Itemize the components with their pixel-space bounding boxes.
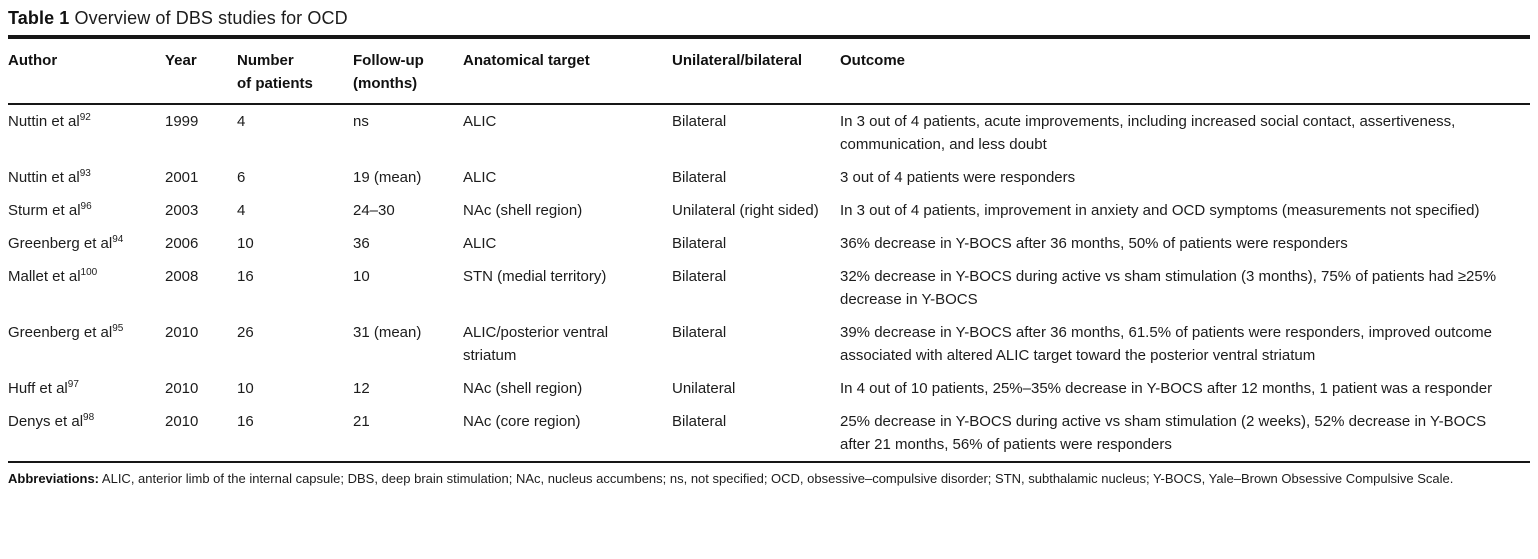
column-header-target: Anatomical target: [463, 37, 672, 105]
author-name: Huff et al: [8, 380, 68, 397]
cell-laterality: Unilateral (right sided): [672, 202, 819, 219]
cell-target: ALIC: [463, 169, 497, 186]
abbreviations-label: Abbreviations:: [8, 471, 100, 486]
table-row: Greenberg et al94 2006 10 36 ALIC Bilate…: [8, 227, 1530, 260]
cell-outcome: In 3 out of 4 patients, acute improvemen…: [840, 113, 1456, 153]
reference-superscript: 94: [112, 234, 124, 245]
column-header-author: Author: [8, 37, 165, 105]
column-header-followup: Follow-up (months): [353, 37, 463, 105]
cell-followup: 31 (mean): [353, 324, 422, 341]
cell-year: 2003: [165, 202, 199, 219]
cell-followup: 21: [353, 405, 463, 463]
cell-laterality: Bilateral: [672, 235, 727, 252]
column-header-outcome: Outcome: [840, 37, 1530, 105]
cell-outcome: In 4 out of 10 patients, 25%–35% decreas…: [840, 380, 1493, 397]
reference-superscript: 96: [80, 201, 92, 212]
cell-followup: 10: [353, 268, 370, 285]
cell-patients: 10: [237, 235, 254, 252]
reference-superscript: 98: [83, 412, 95, 423]
table-label: Table 1: [8, 8, 70, 28]
cell-followup: 36: [353, 235, 370, 252]
header-row: Author Year Number of patients Follow-up…: [8, 37, 1530, 105]
cell-author: Nuttin et al92: [8, 104, 165, 161]
cell-patients: 4: [237, 202, 246, 219]
abbreviations-text: ALIC, anterior limb of the internal caps…: [101, 471, 1454, 486]
cell-year: 2006: [165, 235, 199, 252]
author-name: Greenberg et al: [8, 235, 113, 252]
table-row: Sturm et al96 2003 4 24–30 NAc (shell re…: [8, 194, 1530, 227]
cell-outcome: In 3 out of 4 patients, improvement in a…: [840, 202, 1480, 219]
cell-outcome: 39% decrease in Y-BOCS after 36 months, …: [840, 324, 1493, 364]
cell-patients: 6: [237, 169, 246, 186]
cell-followup: 24–30: [353, 202, 395, 219]
cell-laterality: Bilateral: [672, 113, 727, 130]
table-figure: Table 1 Overview of DBS studies for OCD …: [8, 4, 1530, 492]
author-name: Mallet et al: [8, 268, 81, 285]
cell-target: NAc (shell region): [463, 202, 583, 219]
cell-laterality: Bilateral: [672, 268, 727, 285]
author-name: Sturm et al: [8, 202, 81, 219]
cell-patients: 16: [237, 268, 254, 285]
dbs-studies-table: Author Year Number of patients Follow-up…: [8, 35, 1530, 463]
table-row: Denys et al98 2010 16 21 NAc (core regio…: [8, 405, 1530, 463]
cell-outcome: 25% decrease in Y-BOCS during active vs …: [840, 405, 1530, 463]
cell-followup: ns: [353, 113, 369, 130]
reference-superscript: 97: [67, 379, 79, 390]
cell-author: Mallet et al100: [8, 260, 165, 316]
reference-superscript: 93: [79, 168, 91, 179]
author-name: Nuttin et al: [8, 169, 80, 186]
cell-followup: 12: [353, 380, 370, 397]
cell-author: Huff et al97: [8, 372, 165, 405]
cell-author: Sturm et al96: [8, 194, 165, 227]
cell-author: Greenberg et al95: [8, 316, 165, 372]
cell-outcome: 32% decrease in Y-BOCS during active vs …: [840, 268, 1497, 308]
table-row: Greenberg et al95 2010 26 31 (mean) ALIC…: [8, 316, 1530, 372]
cell-target: ALIC: [463, 113, 497, 130]
cell-author: Denys et al98: [8, 405, 165, 463]
cell-target: NAc (shell region): [463, 380, 583, 397]
table-row: Huff et al97 2010 10 12 NAc (shell regio…: [8, 372, 1530, 405]
cell-target: ALIC/posterior ventral striatum: [463, 324, 609, 364]
table-caption: Overview of DBS studies for OCD: [74, 8, 348, 28]
cell-outcome: 36% decrease in Y-BOCS after 36 months, …: [840, 235, 1348, 252]
cell-followup: 19 (mean): [353, 169, 422, 186]
author-name: Denys et al: [8, 413, 84, 430]
cell-year: 2010: [165, 380, 199, 397]
cell-outcome: 3 out of 4 patients were responders: [840, 169, 1076, 186]
cell-laterality: Bilateral: [672, 405, 840, 463]
reference-superscript: 92: [79, 112, 91, 123]
column-header-laterality: Unilateral/bilateral: [672, 37, 840, 105]
cell-year: 2008: [165, 268, 199, 285]
cell-author: Greenberg et al94: [8, 227, 165, 260]
cell-laterality: Bilateral: [672, 169, 727, 186]
cell-year: 2001: [165, 169, 199, 186]
author-name: Greenberg et al: [8, 324, 113, 341]
table-row: Mallet et al100 2008 16 10 STN (medial t…: [8, 260, 1530, 316]
cell-patients: 16: [237, 405, 353, 463]
column-header-year: Year: [165, 37, 237, 105]
cell-target: ALIC: [463, 235, 497, 252]
cell-year: 1999: [165, 113, 199, 130]
cell-target: STN (medial territory): [463, 268, 607, 285]
table-title: Table 1 Overview of DBS studies for OCD: [8, 4, 1530, 35]
cell-laterality: Unilateral: [672, 380, 736, 397]
table-row: Nuttin et al93 2001 6 19 (mean) ALIC Bil…: [8, 161, 1530, 194]
cell-year: 2010: [165, 405, 237, 463]
cell-patients: 26: [237, 324, 254, 341]
cell-patients: 4: [237, 113, 246, 130]
abbreviations-note: Abbreviations: ALIC, anterior limb of th…: [8, 463, 1530, 492]
cell-target: NAc (core region): [463, 405, 672, 463]
cell-laterality: Bilateral: [672, 324, 727, 341]
table-row: Nuttin et al92 1999 4 ns ALIC Bilateral …: [8, 104, 1530, 161]
reference-superscript: 100: [80, 267, 98, 278]
cell-author: Nuttin et al93: [8, 161, 165, 194]
reference-superscript: 95: [112, 323, 124, 334]
column-header-patients: Number of patients: [237, 37, 353, 105]
cell-year: 2010: [165, 324, 199, 341]
author-name: Nuttin et al: [8, 113, 80, 130]
cell-patients: 10: [237, 380, 254, 397]
